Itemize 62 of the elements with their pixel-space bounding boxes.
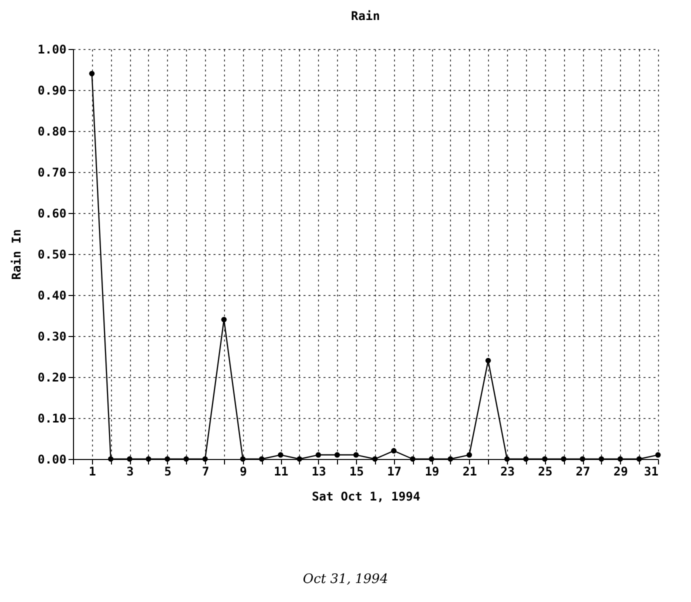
point xyxy=(466,452,472,458)
point xyxy=(618,456,623,462)
point xyxy=(108,456,114,462)
point xyxy=(560,456,566,462)
y-tick-label: 0.20 xyxy=(38,370,66,384)
y-tick-label: 1.00 xyxy=(38,42,66,56)
point xyxy=(410,456,416,462)
point xyxy=(372,456,378,462)
x-tick-label: 7 xyxy=(202,464,210,478)
x-tick-label: 11 xyxy=(274,464,288,478)
x-tick-label: 1 xyxy=(88,464,96,478)
y-tick-label: 0.90 xyxy=(38,84,66,98)
point xyxy=(391,448,397,454)
x-tick-label: 27 xyxy=(576,464,590,478)
point xyxy=(636,456,642,462)
point xyxy=(428,456,434,462)
point xyxy=(278,452,284,458)
y-tick-label: 0.60 xyxy=(38,206,66,220)
point xyxy=(353,452,359,458)
x-tick-label: 21 xyxy=(462,464,478,478)
x-tick-label: 29 xyxy=(614,464,628,478)
point xyxy=(542,456,548,462)
x-axis-title: Sat Oct 1, 1994 xyxy=(312,490,420,504)
point xyxy=(202,456,208,462)
y-tick-label: 0.50 xyxy=(38,248,66,262)
point xyxy=(523,456,529,462)
x-tick-label: 19 xyxy=(424,464,440,478)
x-tick-label: 17 xyxy=(387,464,402,478)
x-tick-label: 23 xyxy=(500,464,515,478)
point xyxy=(504,456,510,462)
point xyxy=(448,456,454,462)
y-tick-label: 0.30 xyxy=(38,330,66,344)
point xyxy=(258,456,264,462)
x-tick-label: 9 xyxy=(240,464,247,478)
point xyxy=(296,456,302,462)
y-tick-label: 0.00 xyxy=(38,452,66,466)
x-tick-label: 15 xyxy=(349,464,364,478)
chart-title: Rain xyxy=(351,9,380,23)
y-tick-label: 0.40 xyxy=(38,288,66,302)
x-tick-label: 31 xyxy=(644,464,658,478)
point xyxy=(164,456,170,462)
point xyxy=(183,456,189,462)
text: Oct 31, 1994 xyxy=(302,572,390,587)
point xyxy=(89,70,95,76)
point xyxy=(146,456,152,462)
point xyxy=(126,456,132,462)
point xyxy=(580,456,586,462)
point xyxy=(598,456,604,462)
y-axis-title: Rain In xyxy=(10,229,24,280)
point xyxy=(655,452,661,458)
y-tick-label: 0.70 xyxy=(38,166,66,180)
x-tick-label: 25 xyxy=(538,464,552,478)
point xyxy=(334,452,340,458)
x-tick-label: 3 xyxy=(126,464,134,478)
y-tick-label: 0.80 xyxy=(38,124,66,138)
x-tick-label: 13 xyxy=(312,464,326,478)
y-tick-label: 0.10 xyxy=(38,412,66,426)
point xyxy=(221,316,227,322)
x-tick-label: 5 xyxy=(164,464,172,478)
point xyxy=(240,456,246,462)
point xyxy=(485,358,491,364)
point xyxy=(316,452,322,458)
